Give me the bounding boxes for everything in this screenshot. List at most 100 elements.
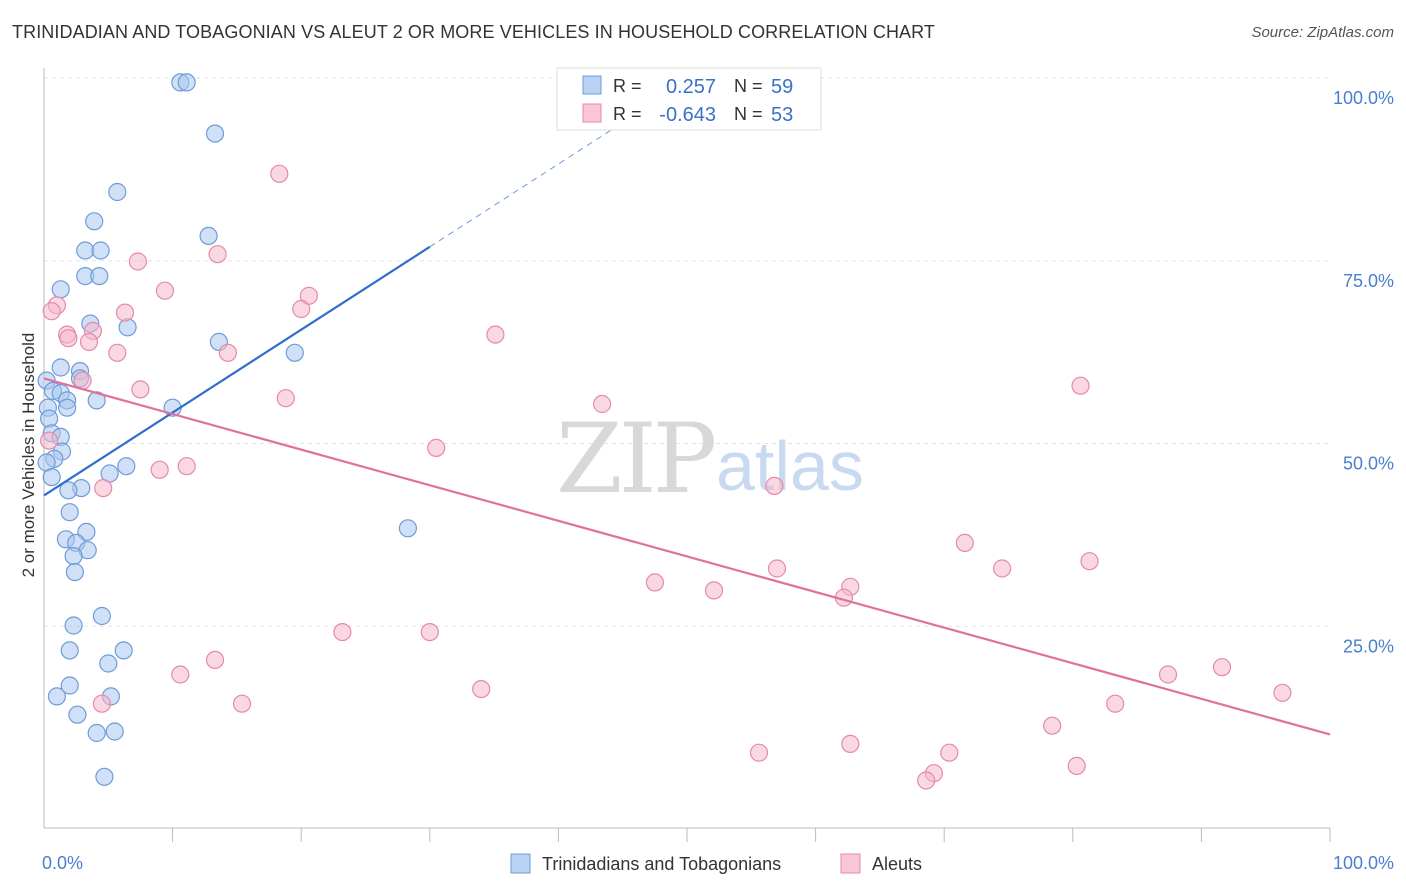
source-credit: Source: ZipAtlas.com bbox=[1251, 24, 1394, 41]
data-point bbox=[117, 457, 136, 476]
y-tick-label: 75.0% bbox=[1343, 271, 1394, 291]
x-axis-ticks bbox=[172, 828, 1331, 842]
data-point bbox=[60, 503, 79, 522]
data-point bbox=[208, 245, 227, 264]
stats-r-label-1: R = bbox=[613, 76, 642, 96]
data-point bbox=[1080, 552, 1099, 571]
data-point bbox=[92, 694, 112, 713]
data-point bbox=[592, 394, 612, 414]
stats-r-value-1: 0.257 bbox=[666, 76, 716, 98]
data-point bbox=[232, 694, 252, 713]
data-point bbox=[1067, 756, 1086, 776]
data-point bbox=[91, 241, 110, 260]
data-point bbox=[65, 562, 85, 582]
data-point bbox=[205, 124, 225, 143]
data-point bbox=[645, 573, 665, 592]
stats-n-label-2: N = bbox=[734, 104, 763, 124]
y-axis-label: 2 or more Vehicles in Household bbox=[19, 333, 38, 578]
data-point bbox=[51, 358, 70, 377]
data-point bbox=[90, 267, 109, 286]
data-point bbox=[940, 743, 959, 762]
data-point bbox=[85, 212, 104, 231]
data-point bbox=[276, 389, 295, 408]
data-point bbox=[105, 722, 124, 741]
trend-line-aleuts bbox=[43, 377, 1331, 736]
data-point bbox=[57, 398, 77, 417]
data-point bbox=[51, 280, 70, 299]
stats-legend-swatch-blue bbox=[582, 75, 602, 95]
data-point bbox=[285, 343, 304, 362]
data-point bbox=[427, 438, 446, 457]
data-point bbox=[94, 479, 113, 498]
data-point bbox=[99, 654, 118, 673]
data-point bbox=[64, 546, 83, 566]
data-point bbox=[64, 616, 83, 635]
watermark: ZIP atlas bbox=[556, 403, 864, 515]
data-point bbox=[59, 329, 78, 348]
data-point bbox=[486, 325, 505, 344]
data-point bbox=[108, 343, 127, 362]
data-point bbox=[60, 641, 79, 660]
data-point bbox=[333, 622, 352, 642]
data-point bbox=[171, 665, 190, 684]
data-point bbox=[270, 164, 289, 183]
y-tick-label: 50.0% bbox=[1343, 454, 1394, 474]
legend-label-aleuts: Aleuts bbox=[872, 854, 922, 874]
data-point bbox=[118, 318, 137, 337]
data-point bbox=[95, 767, 114, 786]
legend-swatch-trinidadians bbox=[510, 853, 531, 874]
data-point bbox=[42, 302, 61, 321]
data-point bbox=[767, 559, 787, 578]
y-axis-tick-labels: 100.0% 75.0% 50.0% 25.0% bbox=[1333, 88, 1394, 656]
data-point bbox=[131, 380, 150, 399]
stats-r-value-2: -0.643 bbox=[659, 104, 716, 126]
data-point bbox=[87, 723, 106, 743]
data-point bbox=[177, 73, 196, 92]
data-point bbox=[92, 606, 112, 626]
data-point bbox=[472, 679, 491, 699]
x-tick-label-max: 100.0% bbox=[1333, 853, 1394, 873]
data-point bbox=[42, 468, 61, 487]
data-point bbox=[1158, 665, 1178, 684]
trend-lines bbox=[43, 105, 1331, 736]
data-point bbox=[749, 743, 769, 762]
data-point bbox=[114, 641, 133, 660]
stats-n-value-1: 59 bbox=[771, 76, 793, 98]
data-point bbox=[292, 299, 311, 319]
data-point bbox=[1212, 658, 1232, 677]
data-point bbox=[60, 676, 79, 695]
data-point bbox=[47, 687, 67, 706]
data-point bbox=[841, 734, 860, 754]
data-point bbox=[704, 581, 724, 600]
x-tick-label-min: 0.0% bbox=[42, 853, 83, 873]
data-point bbox=[128, 252, 147, 271]
data-point bbox=[420, 622, 439, 642]
y-tick-label: 25.0% bbox=[1343, 636, 1394, 656]
chart-title: TRINIDADIAN AND TOBAGONIAN VS ALEUT 2 OR… bbox=[12, 22, 936, 42]
data-point bbox=[955, 533, 974, 553]
data-point bbox=[79, 332, 99, 351]
data-point bbox=[199, 226, 218, 245]
data-point bbox=[115, 303, 135, 322]
data-point bbox=[68, 705, 87, 724]
data-point bbox=[155, 281, 174, 300]
legend-label-trinidadians: Trinidadians and Tobagonians bbox=[542, 854, 781, 874]
watermark-atlas: atlas bbox=[716, 427, 864, 505]
series-aleuts-points bbox=[39, 164, 1292, 790]
data-point bbox=[398, 519, 417, 538]
data-point bbox=[150, 460, 169, 479]
stats-n-value-2: 53 bbox=[771, 104, 793, 126]
data-point bbox=[1106, 694, 1125, 713]
data-point bbox=[765, 476, 784, 495]
data-point bbox=[39, 431, 59, 450]
series-legend: Trinidadians and Tobagonians Aleuts bbox=[510, 853, 922, 874]
trend-line-trinidadians bbox=[43, 245, 431, 497]
stats-legend-swatch-pink bbox=[582, 103, 602, 123]
data-point bbox=[108, 182, 127, 202]
data-point bbox=[59, 481, 78, 500]
stats-r-label-2: R = bbox=[613, 104, 642, 124]
legend-swatch-aleuts bbox=[840, 853, 861, 874]
data-point bbox=[39, 409, 59, 428]
data-point bbox=[992, 559, 1012, 578]
